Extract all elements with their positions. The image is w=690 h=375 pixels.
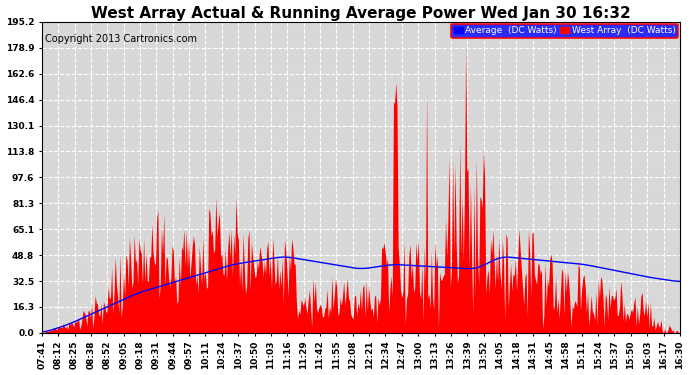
Text: Copyright 2013 Cartronics.com: Copyright 2013 Cartronics.com [45, 34, 197, 44]
Title: West Array Actual & Running Average Power Wed Jan 30 16:32: West Array Actual & Running Average Powe… [91, 6, 631, 21]
Legend: Average  (DC Watts), West Array  (DC Watts): Average (DC Watts), West Array (DC Watts… [451, 24, 678, 38]
